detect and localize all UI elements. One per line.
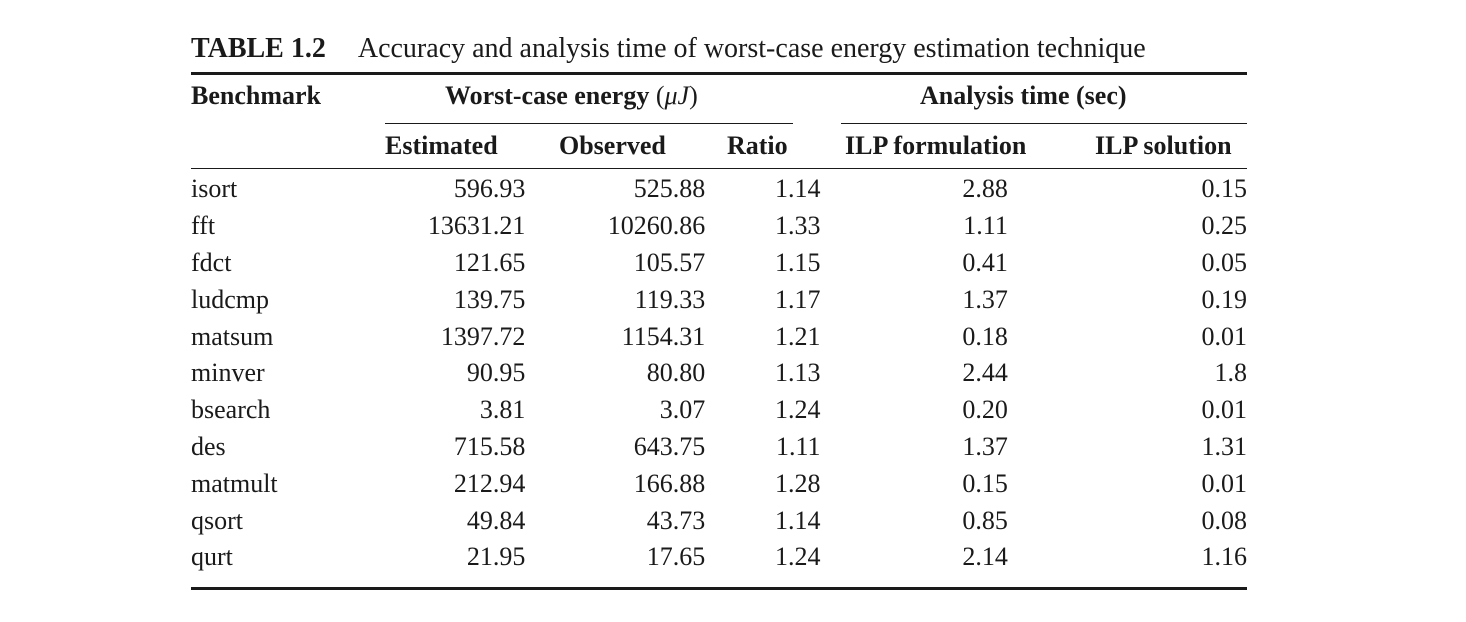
table-row: fft 13631.21 10260.86 1.33 1.11 0.25 [191,208,1247,245]
cell-estimated: 596.93 [453,174,526,204]
table-row: qsort 49.84 43.73 1.14 0.85 0.08 [191,502,1247,539]
cell-benchmark: fdct [191,247,232,277]
cell-ilp-solution: 0.08 [1201,505,1248,535]
cell-ratio: 1.14 [775,174,821,204]
cell-ilp-formulation: 2.14 [962,542,1008,572]
cell-observed: 643.75 [633,431,706,461]
bottom-rule [191,586,1247,590]
table-row: matsum 1397.72 1154.31 1.21 0.18 0.01 [191,318,1247,355]
table-row: ludcmp 139.75 119.33 1.17 1.37 0.19 [191,281,1247,318]
cell-ilp-formulation: 0.15 [962,468,1008,498]
header-estimated: Estimated [385,131,498,160]
cell-ilp-formulation: 2.88 [962,174,1008,204]
cell-observed: 43.73 [646,505,706,535]
cell-ilp-formulation: 1.37 [962,431,1008,461]
cell-ilp-solution: 1.31 [1201,431,1248,461]
cell-estimated: 49.84 [466,505,526,535]
cell-benchmark: qsort [191,505,243,535]
cell-ilp-solution: 0.19 [1201,284,1248,314]
header-benchmark: Benchmark [191,81,321,110]
cell-ratio: 1.15 [775,247,821,277]
cell-ratio: 1.13 [775,358,821,388]
header-energy-unit: (μJ) [655,81,698,110]
cell-benchmark: qurt [191,542,233,572]
header-rule [191,168,1247,169]
table-container: TABLE 1.2 Accuracy and analysis time of w… [191,30,1247,590]
cell-estimated: 139.75 [453,284,526,314]
cell-ilp-solution: 0.05 [1201,247,1248,277]
cell-observed: 10260.86 [607,211,706,241]
cell-ilp-formulation: 1.11 [963,211,1008,241]
top-rule [191,72,1247,75]
header-ilp-solution: ILP solution [1095,131,1232,160]
header-ratio: Ratio [727,131,788,160]
cell-ilp-formulation: 2.44 [962,358,1008,388]
cell-ratio: 1.24 [775,542,821,572]
cell-benchmark: bsearch [191,395,271,425]
cell-ilp-formulation: 0.41 [962,247,1008,277]
cell-benchmark: ludcmp [191,284,269,314]
cell-ilp-formulation: 1.37 [962,284,1008,314]
cell-benchmark: des [191,431,226,461]
cell-estimated: 212.94 [453,468,526,498]
cell-ilp-solution: 0.15 [1201,174,1248,204]
cell-ilp-formulation: 0.20 [962,395,1008,425]
cell-estimated: 121.65 [453,247,526,277]
cell-ratio: 1.14 [775,505,821,535]
cell-observed: 3.07 [659,395,706,425]
cell-ratio: 1.28 [775,468,821,498]
cell-ilp-formulation: 0.85 [962,505,1008,535]
cell-benchmark: minver [191,358,265,388]
table-row: qurt 21.95 17.65 1.24 2.14 1.16 [191,539,1247,576]
cell-ratio: 1.24 [775,395,821,425]
cell-ilp-solution: 0.25 [1201,211,1248,241]
table-header: Benchmark Worst-case energy (μJ) Analysi… [191,75,1247,168]
cell-observed: 166.88 [633,468,706,498]
cell-ilp-solution: 1.16 [1201,542,1248,572]
cell-ilp-solution: 0.01 [1201,321,1248,351]
data-table: isort 596.93 525.88 1.14 2.88 0.15 fft 1… [191,171,1247,576]
cell-estimated: 3.81 [479,395,526,425]
header-observed: Observed [559,131,666,160]
cell-observed: 119.33 [634,284,706,314]
cell-ilp-solution: 1.8 [1214,358,1248,388]
data-table-body: isort 596.93 525.88 1.14 2.88 0.15 fft 1… [191,171,1247,576]
table-row: matmult 212.94 166.88 1.28 0.15 0.01 [191,465,1247,502]
cell-ratio: 1.11 [776,431,821,461]
cell-observed: 17.65 [646,542,706,572]
header-energy-group-label: Worst-case energy [445,81,650,110]
cell-estimated: 715.58 [453,431,526,461]
cell-benchmark: isort [191,174,238,204]
time-group-rule [841,123,1247,124]
cell-estimated: 1397.72 [440,321,526,351]
cell-observed: 1154.31 [621,321,706,351]
table-row: minver 90.95 80.80 1.13 2.44 1.8 [191,355,1247,392]
cell-observed: 525.88 [633,174,706,204]
cell-estimated: 13631.21 [427,211,526,241]
cell-ilp-formulation: 0.18 [962,321,1008,351]
table-row: bsearch 3.81 3.07 1.24 0.20 0.01 [191,392,1247,429]
cell-ratio: 1.33 [775,211,821,241]
table-row: des 715.58 643.75 1.11 1.37 1.31 [191,429,1247,466]
table-caption-text: Accuracy and analysis time of worst-case… [357,33,1146,64]
cell-ratio: 1.17 [775,284,821,314]
cell-benchmark: matsum [191,321,274,351]
energy-group-rule [385,123,793,124]
header-energy-group: Worst-case energy (μJ) [445,81,698,111]
cell-estimated: 90.95 [466,358,526,388]
cell-observed: 80.80 [646,358,706,388]
header-time-group: Analysis time (sec) [920,81,1127,110]
cell-observed: 105.57 [633,247,706,277]
cell-ilp-solution: 0.01 [1201,395,1248,425]
table-caption-label: TABLE 1.2 [191,33,326,64]
cell-benchmark: fft [191,211,216,241]
table-caption: TABLE 1.2 Accuracy and analysis time of w… [191,30,1247,72]
table-row: fdct 121.65 105.57 1.15 0.41 0.05 [191,245,1247,282]
table-row: isort 596.93 525.88 1.14 2.88 0.15 [191,171,1247,208]
cell-estimated: 21.95 [466,542,526,572]
cell-ilp-solution: 0.01 [1201,468,1248,498]
cell-ratio: 1.21 [775,321,821,351]
header-ilp-formulation: ILP formulation [845,131,1027,160]
cell-benchmark: matmult [191,468,278,498]
